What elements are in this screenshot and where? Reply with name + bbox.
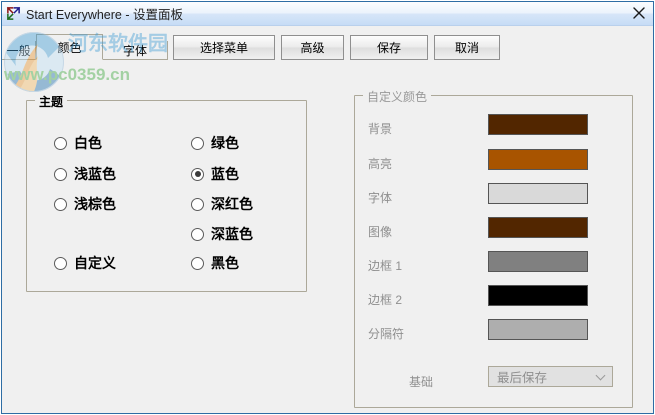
svg-text:www.pc0359.cn: www.pc0359.cn [3, 65, 130, 84]
